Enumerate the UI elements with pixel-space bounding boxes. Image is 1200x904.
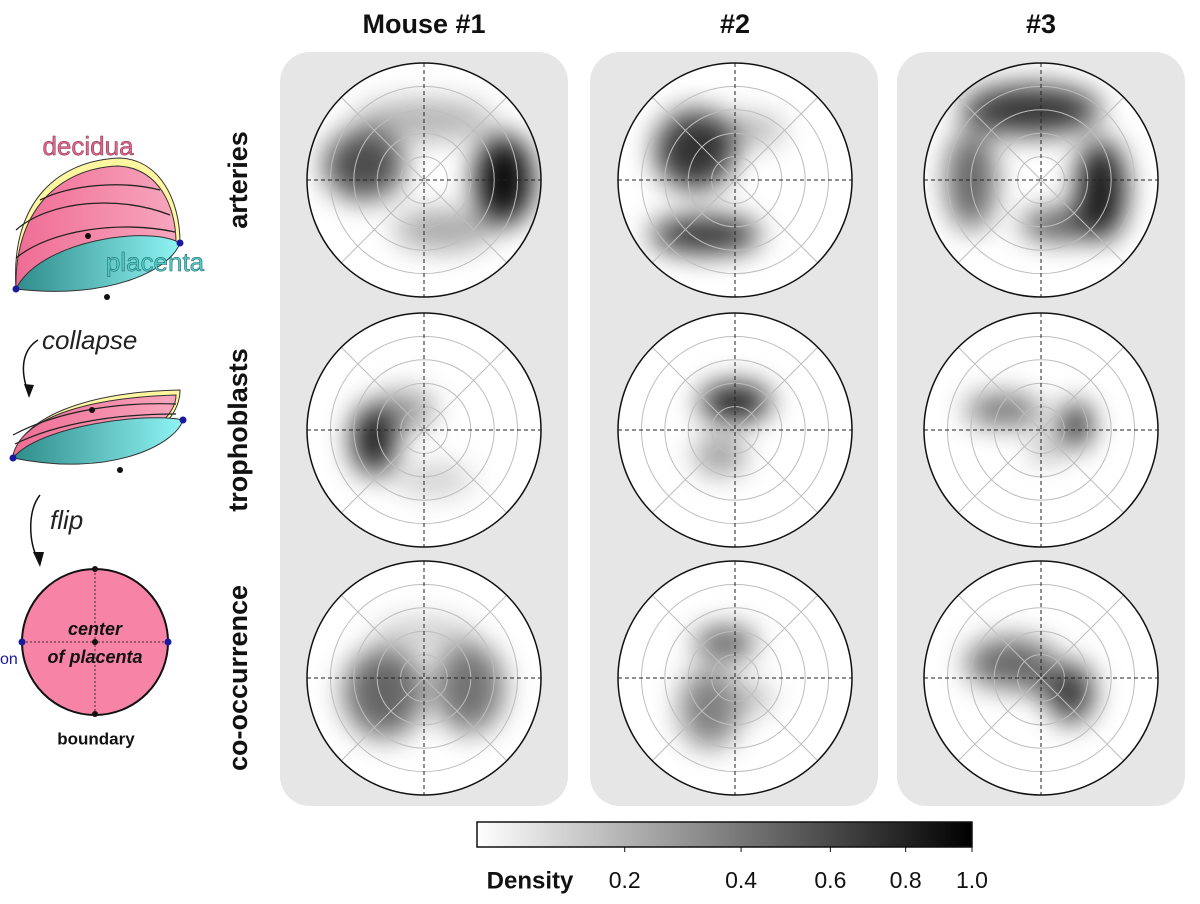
density-blob	[324, 130, 404, 200]
density-map	[966, 395, 1091, 458]
colorbar-tick-label: 1.0	[956, 867, 988, 893]
grid-spoke	[957, 96, 1125, 264]
grid-spoke	[651, 594, 819, 762]
polar-plot	[923, 62, 1159, 298]
density-blob	[961, 85, 1101, 135]
boundary-label: boundary	[57, 729, 135, 748]
colorbar-tick-label: 0.8	[890, 867, 922, 893]
density-map	[695, 384, 770, 475]
plot-border	[923, 312, 1159, 548]
grid-ring	[353, 607, 495, 749]
density-blob	[695, 435, 745, 475]
density-blobs	[695, 384, 770, 475]
density-blob	[966, 638, 1056, 688]
density-blob	[344, 648, 424, 738]
grid-ring	[970, 359, 1112, 501]
density-blob	[966, 395, 1036, 425]
plot-border	[923, 62, 1159, 298]
grid-spoke	[651, 346, 819, 514]
grid-ring	[353, 109, 495, 251]
density-blob	[394, 465, 474, 495]
plot-border	[306, 560, 542, 796]
plot-border	[617, 312, 853, 548]
density-blob	[1019, 407, 1043, 423]
density-blobs	[966, 395, 1091, 458]
grid-ring	[664, 359, 806, 501]
colorbar	[476, 821, 973, 848]
density-map	[650, 110, 785, 253]
schematic: decidua placenta collapse flip center of…	[0, 131, 205, 749]
side-label: on	[0, 651, 18, 668]
center-label: of placenta	[47, 647, 142, 667]
density-blob	[700, 384, 770, 420]
polar-plot	[617, 560, 853, 796]
grid-ring	[970, 607, 1112, 749]
density-blob	[1031, 442, 1061, 458]
plot-border	[923, 560, 1159, 796]
density-blob	[1061, 403, 1091, 447]
grid-ring	[353, 359, 495, 501]
grid-spoke	[651, 96, 819, 264]
density-blob	[394, 210, 494, 250]
density-blob	[705, 115, 785, 145]
colorbar-tick-label: 0.2	[609, 867, 641, 893]
density-blob	[695, 628, 755, 658]
grid-spoke	[340, 594, 508, 762]
grid-ring	[664, 109, 806, 251]
polar-plot	[306, 312, 542, 548]
polar-plot	[923, 312, 1159, 548]
density-blobs	[650, 110, 785, 253]
decidua-label: decidua	[42, 131, 134, 161]
grid-ring	[664, 607, 806, 749]
polar-plot	[306, 62, 542, 298]
plot-border	[617, 560, 853, 796]
density-blob	[1021, 210, 1101, 240]
plot-border	[306, 312, 542, 548]
polar-plot	[306, 560, 542, 796]
polar-plots	[306, 62, 1159, 796]
grid-spoke	[957, 346, 1125, 514]
center-label: center	[68, 619, 123, 639]
collapse-label: collapse	[42, 325, 137, 355]
row-label: trophoblasts	[223, 348, 253, 512]
plot-border	[306, 62, 542, 298]
grid-spoke	[340, 96, 508, 264]
density-blob	[650, 217, 760, 253]
grid-ring	[970, 109, 1112, 251]
polar-plot	[617, 62, 853, 298]
polar-plot	[617, 312, 853, 548]
flip-label: flip	[50, 505, 83, 535]
grid-spoke	[957, 594, 1125, 762]
placenta-label: placenta	[106, 247, 205, 277]
row-label: co-occurrence	[223, 585, 253, 771]
colorbar-tick-label: 0.6	[814, 867, 846, 893]
plot-border	[617, 62, 853, 298]
polar-plot	[923, 560, 1159, 796]
row-label: arteries	[223, 131, 253, 229]
colorbar-label: Density	[487, 867, 574, 894]
column-title: Mouse #1	[362, 9, 485, 39]
density-blob	[680, 668, 740, 748]
column-title: #3	[1026, 9, 1056, 39]
column-title: #2	[720, 9, 750, 39]
colorbar-ticks: 0.2 0.4 0.6 0.8 1.0	[609, 847, 988, 893]
colorbar-tick-label: 0.4	[725, 867, 757, 893]
grid-spoke	[340, 346, 508, 514]
